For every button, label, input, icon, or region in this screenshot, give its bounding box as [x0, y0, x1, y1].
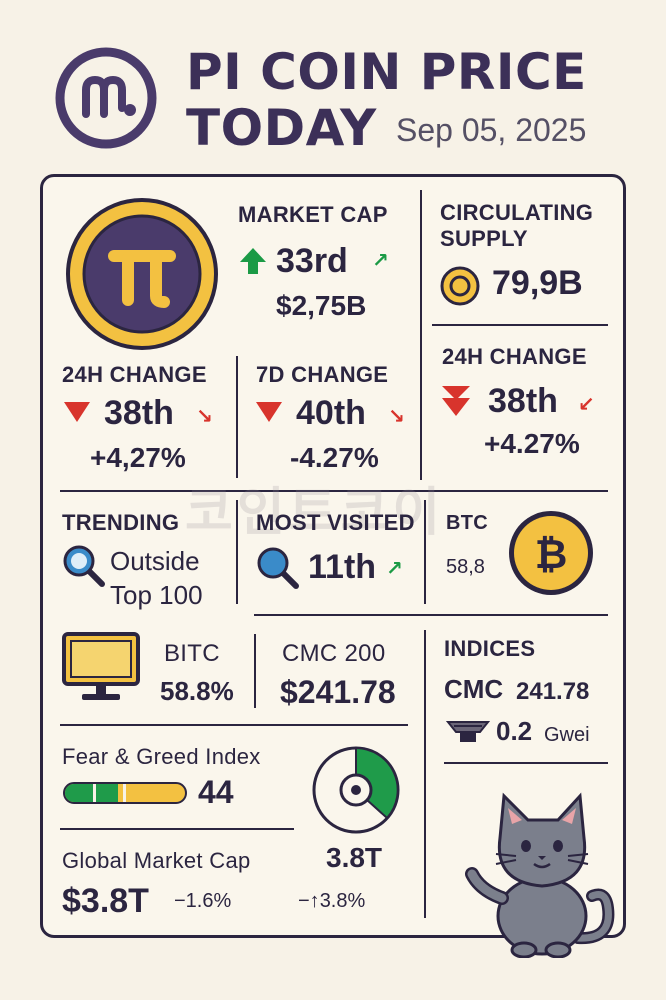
- change-24h-right-rank: 38th: [488, 382, 558, 420]
- trending-value-1: Outside: [110, 546, 200, 576]
- cat-icon: [465, 792, 615, 958]
- fear-greed-segment: [123, 784, 126, 802]
- divider: [254, 614, 608, 616]
- fear-greed-bar: [63, 782, 187, 804]
- circulating-supply-label-2: SUPPLY: [440, 226, 528, 251]
- global-market-cap-right-value: 3.8T: [326, 842, 383, 873]
- divider: [60, 490, 608, 492]
- gas-value: 0.2: [496, 716, 533, 746]
- change-7d-rank: 40th: [296, 394, 366, 432]
- circulating-supply-label-1: CIRCULATING: [440, 200, 594, 225]
- change-24h-right-label: 24H CHANGE: [442, 344, 587, 369]
- title-line-2: TODAY: [186, 99, 377, 157]
- change-24h-right-value: +4.27%: [484, 428, 580, 459]
- change-24h-value: +4,27%: [90, 442, 186, 473]
- svg-text:₿: ₿: [535, 532, 568, 578]
- gas-unit: Gwei: [544, 724, 590, 746]
- change-24h-rank: 38th: [104, 394, 174, 432]
- pie-icon: [312, 746, 400, 834]
- btc-dominance-label: BITC: [164, 640, 220, 667]
- global-market-cap-right-change-wrap: −↑3.8%: [298, 890, 366, 912]
- divider: [60, 724, 408, 726]
- change-7d-label: 7D CHANGE: [256, 362, 389, 387]
- divider: [236, 356, 238, 478]
- cmc200-label: CMC 200: [282, 640, 386, 667]
- cmc200-value: $241.78: [280, 674, 396, 710]
- fear-greed-label: Fear & Greed Index: [62, 744, 261, 769]
- global-market-cap-label: Global Market Cap: [62, 848, 251, 873]
- btc-dominance-value: 58.8%: [160, 676, 234, 706]
- pi-coin-icon: [66, 198, 218, 350]
- market-cap-value: $2,75B: [276, 290, 367, 321]
- fear-greed-segment: [93, 784, 96, 802]
- title-line-1: PI COIN PRICE: [186, 43, 587, 101]
- bitcoin-coin-icon: ₿: [509, 511, 593, 595]
- circulating-supply-value: 79,9B: [492, 264, 583, 302]
- gold-coin-icon: [440, 266, 480, 306]
- watermark: 코인트코이: [185, 484, 445, 542]
- fear-greed-value: 44: [198, 774, 234, 810]
- change-7d-value: -4.27%: [290, 442, 379, 473]
- trend-down-icon: ↙: [578, 394, 595, 416]
- magnifier-icon: [257, 547, 299, 589]
- divider: [424, 630, 426, 918]
- global-market-cap-value: $3.8T: [62, 882, 149, 920]
- indices-label: INDICES: [444, 636, 536, 661]
- divider: [236, 500, 238, 604]
- market-cap-label: MARKET CAP: [238, 202, 388, 227]
- divider: [420, 190, 422, 480]
- trending-label: TRENDING: [62, 510, 180, 535]
- most-visited-rank: 11th: [308, 548, 377, 586]
- monitor-icon: [62, 632, 140, 700]
- divider: [444, 762, 608, 764]
- indices-cmc-value: 241.78: [516, 678, 590, 705]
- trend-down-icon: ↘: [196, 406, 213, 428]
- indices-cmc-label: CMC: [444, 674, 504, 704]
- divider: [60, 828, 294, 830]
- global-market-cap-right-change: 3.8%: [319, 890, 366, 912]
- trend-down-icon: ↘: [388, 406, 405, 428]
- magnifier-icon: [63, 545, 105, 587]
- change-24h-label: 24H CHANGE: [62, 362, 207, 387]
- divider: [424, 500, 426, 604]
- global-market-cap-change: −1.6%: [174, 890, 232, 912]
- trend-up-icon: ↗: [372, 250, 389, 272]
- arrow-up-icon: [240, 248, 266, 274]
- trending-value-2: Top 100: [110, 580, 203, 610]
- btc-label: BTC: [446, 512, 489, 534]
- double-arrow-down-icon: [442, 386, 470, 416]
- divider: [432, 324, 608, 326]
- page-date: Sep 05, 2025: [396, 112, 587, 148]
- arrow-down-icon: [64, 402, 90, 422]
- arrow-down-icon: [256, 402, 282, 422]
- market-cap-rank: 33rd: [276, 242, 348, 280]
- logo-icon: [55, 47, 157, 149]
- gas-icon: [446, 721, 490, 742]
- trend-up-icon: ↗: [386, 558, 403, 580]
- page-title: PI COIN PRICE TODAY: [186, 44, 656, 156]
- btc-value: 58,8: [446, 556, 485, 578]
- fear-greed-fill: [65, 784, 118, 802]
- divider: [254, 634, 256, 708]
- most-visited-label: MOST VISITED: [256, 510, 415, 535]
